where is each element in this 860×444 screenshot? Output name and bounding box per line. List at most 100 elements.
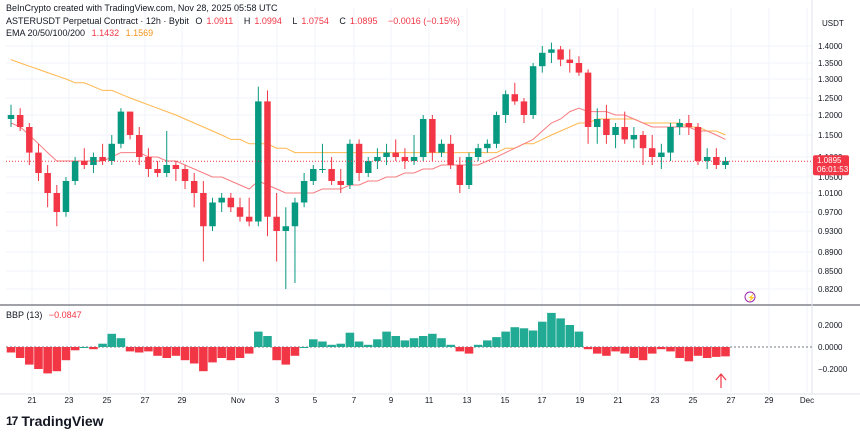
candle-body[interactable] (722, 161, 729, 165)
candle-body[interactable] (566, 59, 574, 63)
candle-body[interactable] (99, 157, 106, 161)
candle-body[interactable] (172, 165, 180, 169)
bbp-bar[interactable] (318, 341, 327, 348)
candle-body[interactable] (603, 119, 610, 135)
bbp-bar[interactable] (180, 347, 190, 361)
candle-body[interactable] (62, 181, 70, 212)
candle-body[interactable] (474, 148, 482, 157)
candle-body[interactable] (53, 193, 61, 212)
candle-body[interactable] (447, 143, 454, 165)
bbp-bar[interactable] (345, 332, 355, 347)
bbp-bar[interactable] (455, 347, 465, 352)
bbp-legend[interactable]: BBP (13) −0.0847 (6, 310, 86, 321)
bbp-bar[interactable] (281, 347, 291, 365)
candle-body[interactable] (648, 148, 656, 157)
bbp-bar[interactable] (336, 343, 346, 347)
bbp-bar[interactable] (400, 340, 410, 347)
candle-body[interactable] (190, 181, 198, 193)
bbp-bar[interactable] (144, 347, 153, 352)
bbp-bar[interactable] (638, 347, 648, 361)
candle-body[interactable] (694, 127, 702, 161)
bbp-bar[interactable] (171, 347, 181, 356)
candle-body[interactable] (456, 165, 464, 185)
bbp-bar[interactable] (702, 347, 712, 358)
candle-body[interactable] (383, 152, 390, 157)
alert-icon[interactable]: ⚡ (744, 291, 756, 303)
candle-body[interactable] (7, 115, 15, 119)
bbp-bar[interactable] (583, 347, 593, 350)
candle-body[interactable] (685, 123, 693, 127)
candle-body[interactable] (245, 216, 253, 222)
bbp-bar[interactable] (189, 347, 199, 364)
bbp-bar[interactable] (25, 347, 34, 365)
candle-body[interactable] (108, 143, 116, 161)
bbp-bar[interactable] (602, 347, 611, 356)
bbp-bar[interactable] (116, 338, 126, 347)
candle-body[interactable] (630, 135, 638, 140)
candle-body[interactable] (355, 143, 363, 173)
bbp-bar[interactable] (43, 347, 52, 374)
bbp-bar[interactable] (162, 347, 171, 358)
candle-body[interactable] (575, 63, 583, 73)
candle-body[interactable] (71, 161, 79, 181)
bbp-bar[interactable] (15, 347, 25, 358)
candle-body[interactable] (401, 157, 409, 161)
candle-body[interactable] (26, 127, 33, 153)
bbp-bar[interactable] (712, 347, 721, 357)
bbp-bar[interactable] (565, 325, 575, 347)
bbp-bar[interactable] (34, 347, 43, 369)
candle-body[interactable] (44, 173, 51, 193)
candle-body[interactable] (319, 169, 326, 170)
candle-body[interactable] (621, 127, 628, 140)
candle-body[interactable] (667, 127, 674, 153)
candle-body[interactable] (154, 169, 161, 173)
bbp-bar[interactable] (629, 347, 639, 358)
candle-body[interactable] (236, 207, 244, 217)
candle-body[interactable] (419, 119, 427, 157)
bbp-bar[interactable] (528, 330, 538, 348)
candle-body[interactable] (557, 49, 564, 60)
bbp-bar[interactable] (107, 333, 117, 347)
candle-body[interactable] (392, 152, 399, 157)
candle-body[interactable] (181, 169, 189, 181)
bbp-bar[interactable] (464, 347, 474, 354)
candle-body[interactable] (81, 161, 88, 165)
bbp-bar[interactable] (675, 347, 684, 358)
candle-body[interactable] (658, 152, 665, 157)
bbp-bar[interactable] (446, 344, 455, 347)
bbp-bar[interactable] (272, 347, 281, 361)
candle-body[interactable] (511, 94, 519, 102)
candle-body[interactable] (35, 152, 42, 173)
bbp-bar[interactable] (684, 347, 694, 362)
candle-body[interactable] (209, 202, 216, 227)
bbp-bar[interactable] (501, 331, 510, 347)
bbp-bar[interactable] (89, 347, 98, 350)
candle-body[interactable] (264, 101, 271, 217)
bbp-bar[interactable] (6, 347, 16, 353)
bbp-bar[interactable] (263, 336, 272, 347)
candle-body[interactable] (227, 197, 235, 208)
candle-body[interactable] (520, 101, 528, 115)
bbp-bar[interactable] (473, 344, 483, 347)
bbp-bar[interactable] (354, 341, 364, 348)
bbp-bar[interactable] (61, 347, 71, 361)
bbp-bar[interactable] (538, 321, 547, 347)
bbp-bar[interactable] (666, 347, 675, 352)
bbp-bar[interactable] (98, 343, 107, 347)
candle-body[interactable] (484, 143, 491, 149)
candle-body[interactable] (639, 135, 647, 149)
bbp-bar[interactable] (199, 347, 208, 372)
bbp-bar[interactable] (574, 331, 584, 347)
candle-body[interactable] (328, 169, 335, 181)
candle-body[interactable] (438, 143, 445, 153)
bbp-bar[interactable] (244, 347, 254, 354)
candle-body[interactable] (200, 193, 207, 227)
bbp-bar[interactable] (382, 331, 391, 347)
bbp-bar[interactable] (217, 347, 226, 358)
candle-body[interactable] (713, 157, 720, 165)
bbp-bar[interactable] (373, 339, 382, 347)
ema-legend[interactable]: EMA 20/50/100/200 1.1432 1.1569 (6, 28, 157, 39)
bbp-bar[interactable] (235, 347, 245, 358)
bbp-bar[interactable] (299, 347, 309, 348)
